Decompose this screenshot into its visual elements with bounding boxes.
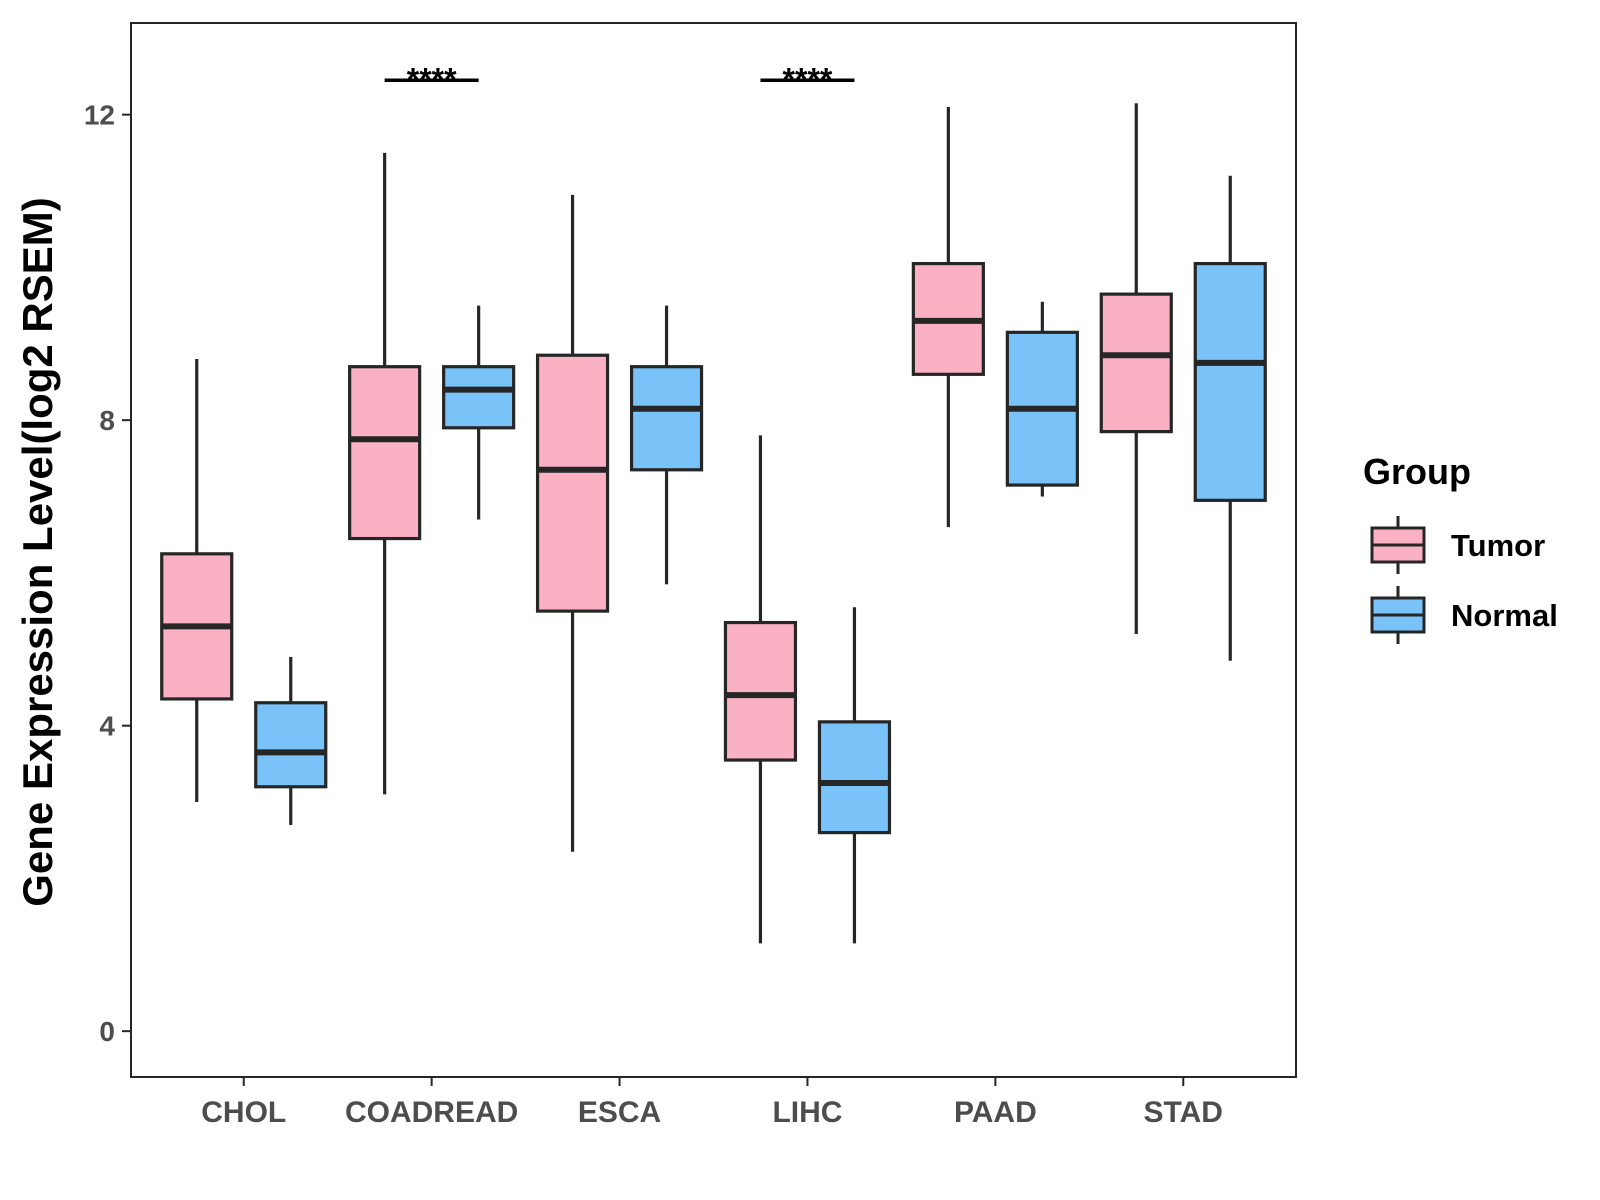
y-tick-label: 12 [84, 100, 115, 131]
box-iqr [535, 353, 610, 613]
legend-label: Normal [1451, 598, 1558, 633]
significance-label: **** [783, 61, 833, 97]
legend: Group Tumor Normal [1363, 451, 1558, 644]
significance-label: **** [407, 61, 457, 97]
box-tumor-stad [1099, 103, 1173, 635]
box-iqr [254, 701, 328, 789]
y-tick-label: 0 [99, 1016, 115, 1047]
x-tick-label: LIHC [772, 1096, 842, 1129]
box-tumor-coadread [348, 152, 422, 795]
box-normal-chol [254, 656, 328, 825]
legend-label: Tumor [1451, 528, 1545, 563]
x-axis: CHOL COADREAD ESCA LIHC PAAD STAD [201, 1077, 1223, 1129]
box-iqr [817, 720, 892, 835]
x-tick-label: STAD [1144, 1096, 1223, 1129]
x-tick-label: COADREAD [345, 1096, 518, 1129]
boxes-layer [160, 103, 1267, 944]
y-tick-label: 8 [99, 405, 115, 436]
y-axis: 0 4 8 12 [84, 100, 131, 1047]
x-tick-label: PAAD [954, 1096, 1037, 1129]
plot-panel [130, 22, 1297, 1078]
box-iqr [723, 620, 798, 762]
box-iqr [442, 365, 516, 430]
box-tumor-chol [160, 359, 234, 803]
x-tick-label: ESCA [578, 1096, 661, 1129]
box-tumor-esca [535, 194, 610, 852]
box-iqr [629, 365, 704, 472]
box-iqr [348, 365, 422, 541]
legend-item-tumor: Tumor [1370, 516, 1545, 574]
y-tick-label: 4 [99, 711, 115, 742]
box-normal-esca [629, 305, 704, 585]
box-normal-paad [1005, 301, 1079, 497]
box-normal-stad [1193, 175, 1267, 661]
legend-item-normal: Normal [1370, 586, 1558, 644]
box-iqr [1099, 292, 1173, 434]
y-axis-label: Gene Expression Level(log2 RSEM) [14, 197, 61, 907]
legend-title: Group [1363, 451, 1471, 492]
box-normal-coadread [442, 305, 516, 520]
box-tumor-paad [911, 107, 985, 528]
x-tick-label: CHOL [201, 1096, 286, 1129]
box-iqr [1193, 261, 1267, 502]
box-tumor-lihc [723, 435, 798, 944]
box-normal-lihc [817, 607, 892, 944]
significance-annotations: **** **** [384, 61, 855, 97]
